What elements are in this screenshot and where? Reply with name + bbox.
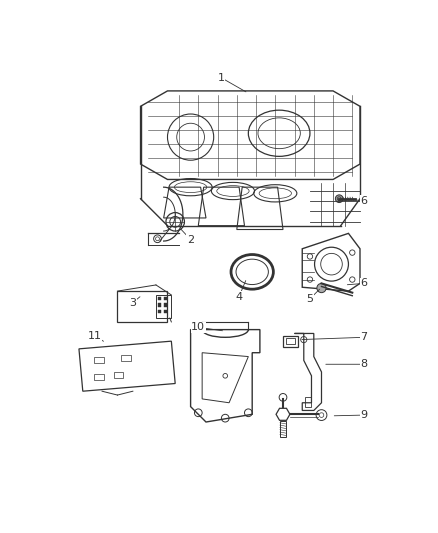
- Bar: [117, 291, 167, 322]
- Bar: [121, 355, 131, 361]
- Circle shape: [336, 195, 343, 203]
- Bar: [158, 310, 161, 313]
- Bar: [283, 336, 298, 346]
- Text: 7: 7: [360, 332, 367, 342]
- Text: 8: 8: [360, 359, 367, 369]
- Text: 10: 10: [191, 322, 205, 332]
- Bar: [164, 310, 167, 313]
- Text: 6: 6: [360, 196, 367, 206]
- Text: 11: 11: [87, 331, 101, 341]
- Bar: [164, 303, 167, 306]
- Text: 5: 5: [307, 294, 314, 304]
- Text: 4: 4: [236, 292, 243, 302]
- Bar: [164, 297, 167, 301]
- Bar: [94, 357, 103, 363]
- Bar: [304, 398, 311, 407]
- Bar: [156, 295, 171, 318]
- Bar: [286, 338, 295, 344]
- Text: 6: 6: [360, 278, 367, 288]
- Bar: [158, 297, 161, 301]
- Text: 9: 9: [360, 410, 367, 420]
- Bar: [94, 374, 103, 381]
- Bar: [158, 303, 161, 306]
- Text: 3: 3: [129, 297, 136, 308]
- Circle shape: [317, 284, 326, 293]
- Bar: [280, 421, 286, 437]
- Text: 1: 1: [218, 73, 225, 83]
- Bar: [113, 372, 123, 378]
- Text: 2: 2: [187, 235, 194, 245]
